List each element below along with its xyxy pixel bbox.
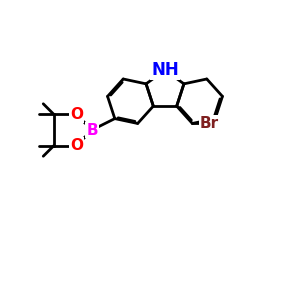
Text: B: B: [86, 122, 98, 137]
Text: O: O: [70, 138, 83, 153]
Text: O: O: [70, 107, 83, 122]
Text: NH: NH: [151, 61, 179, 79]
Text: Br: Br: [199, 116, 218, 131]
